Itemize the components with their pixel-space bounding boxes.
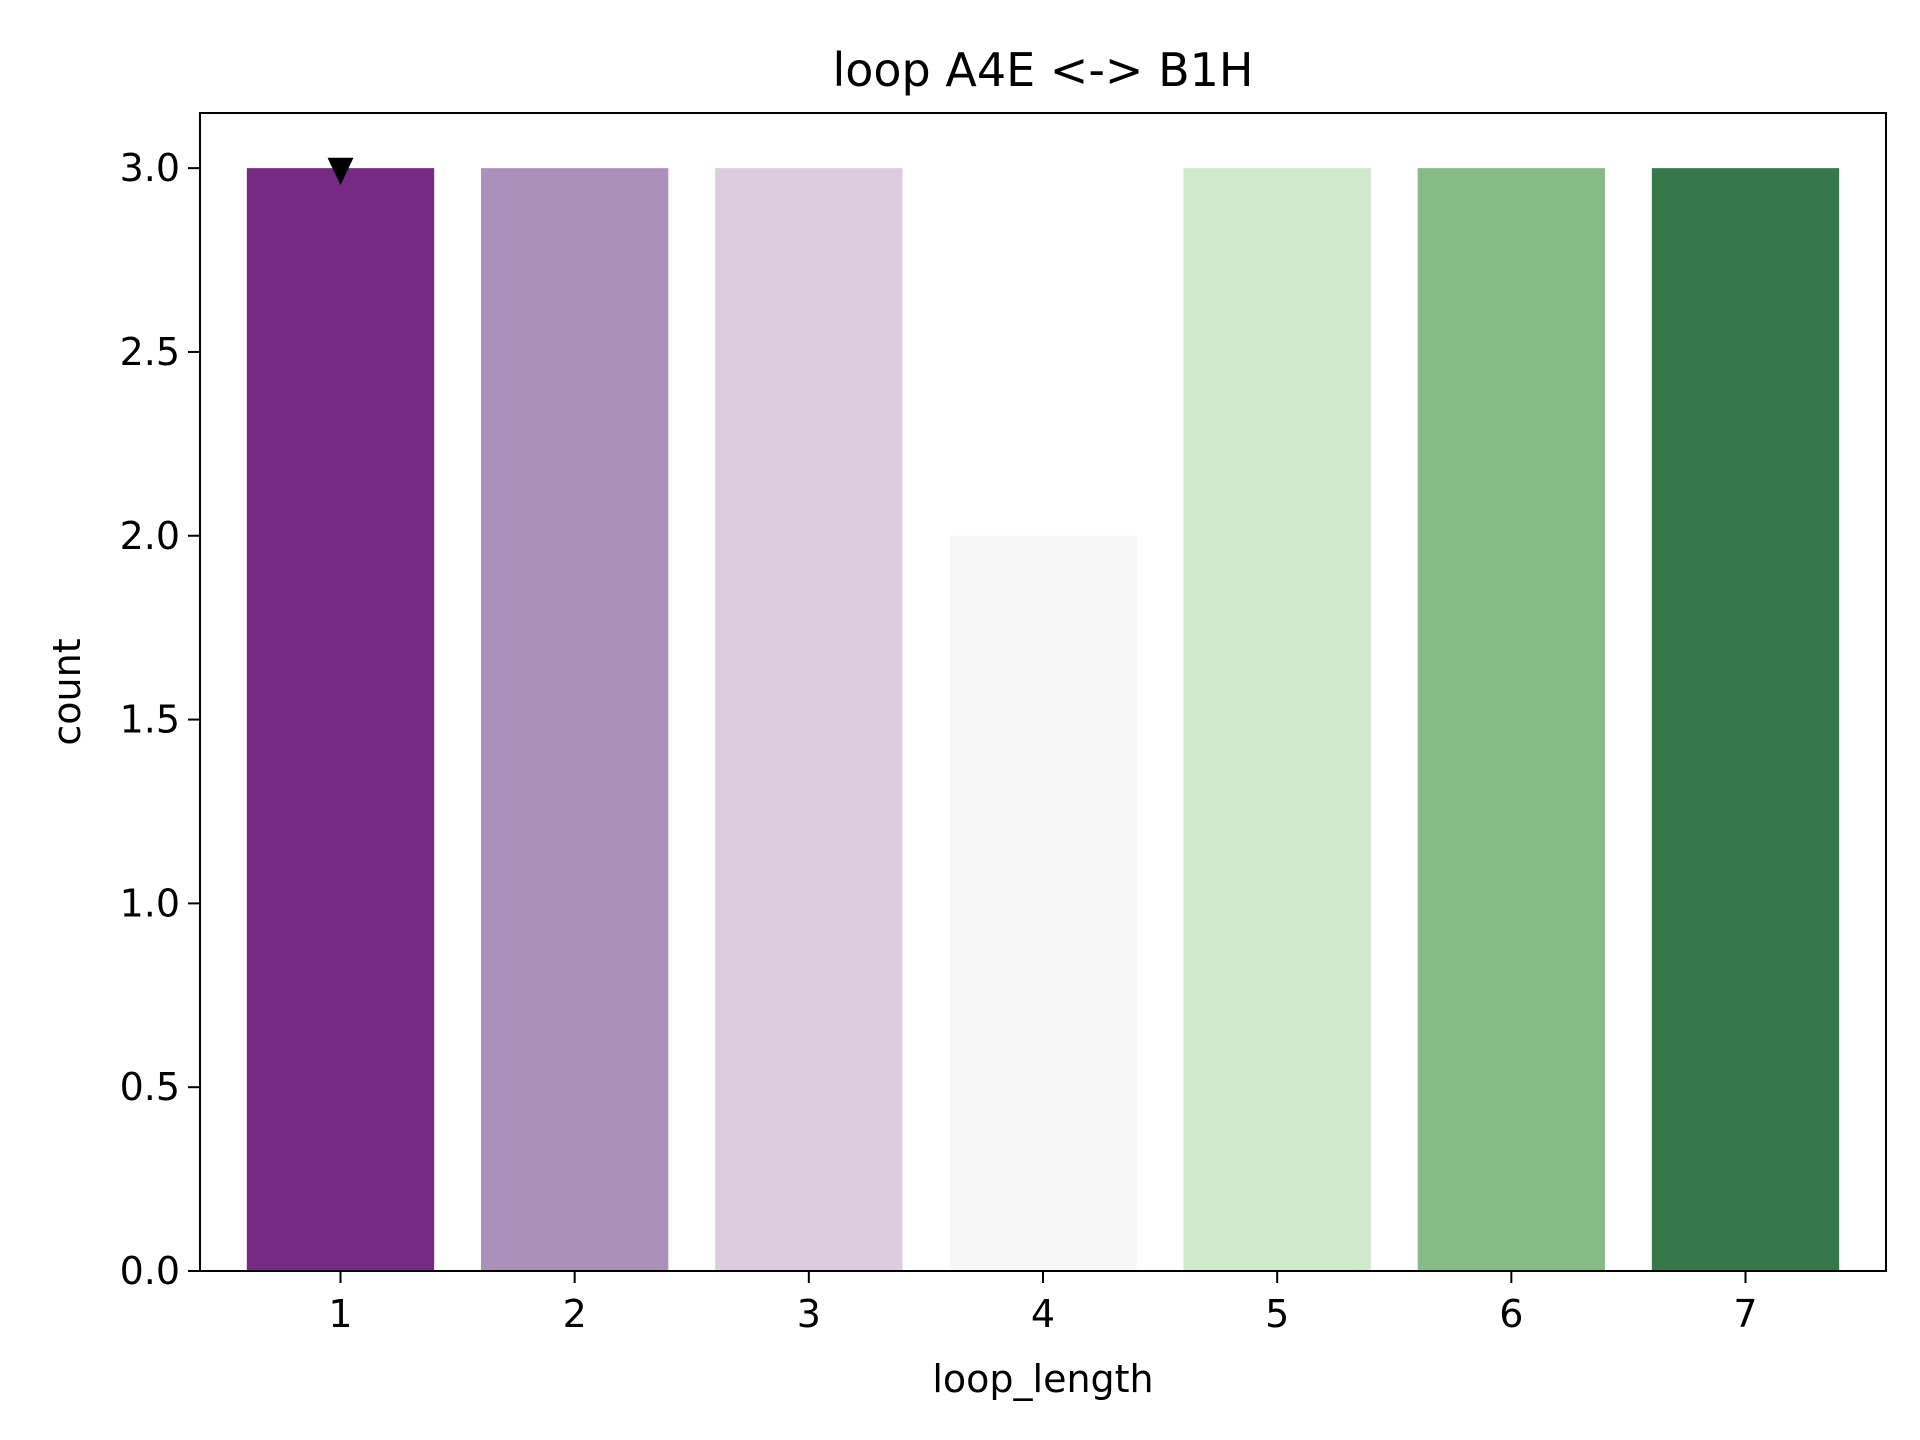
y-axis-label: count bbox=[45, 638, 89, 745]
bar-6 bbox=[1417, 168, 1605, 1272]
bar-7 bbox=[1651, 168, 1840, 1272]
marker-triangle bbox=[327, 157, 354, 186]
bar-2 bbox=[481, 168, 669, 1272]
x-tick-label: 5 bbox=[1265, 1292, 1289, 1336]
bar-5 bbox=[1183, 168, 1371, 1272]
y-tick-label: 1.0 bbox=[120, 881, 180, 925]
x-tick-label: 3 bbox=[797, 1292, 821, 1336]
x-tick-label: 4 bbox=[1031, 1292, 1055, 1336]
bar-1 bbox=[246, 168, 435, 1272]
x-tick-label: 6 bbox=[1499, 1292, 1523, 1336]
x-tick-label: 7 bbox=[1733, 1292, 1757, 1336]
chart-title: loop A4E <-> B1H bbox=[832, 43, 1253, 97]
y-tick-label: 2.0 bbox=[120, 514, 180, 558]
y-tick-label: 3.0 bbox=[120, 146, 180, 190]
bar-4 bbox=[949, 535, 1137, 1271]
x-axis-label: loop_length bbox=[932, 1357, 1153, 1401]
y-tick-label: 2.5 bbox=[120, 330, 180, 374]
y-tick-label: 1.5 bbox=[120, 698, 180, 742]
x-tick-label: 2 bbox=[563, 1292, 587, 1336]
bar-3 bbox=[715, 168, 903, 1272]
bars-group bbox=[246, 168, 1840, 1272]
markers-group bbox=[327, 157, 354, 186]
x-tick-label: 1 bbox=[328, 1292, 352, 1336]
y-tick-label: 0.5 bbox=[120, 1065, 180, 1109]
y-axis: 0.0 0.5 1.0 1.5 2.0 2.5 3.0 bbox=[120, 146, 200, 1293]
x-axis: 1 2 3 4 5 6 7 bbox=[328, 1271, 1758, 1336]
y-tick-label: 0.0 bbox=[120, 1249, 180, 1293]
